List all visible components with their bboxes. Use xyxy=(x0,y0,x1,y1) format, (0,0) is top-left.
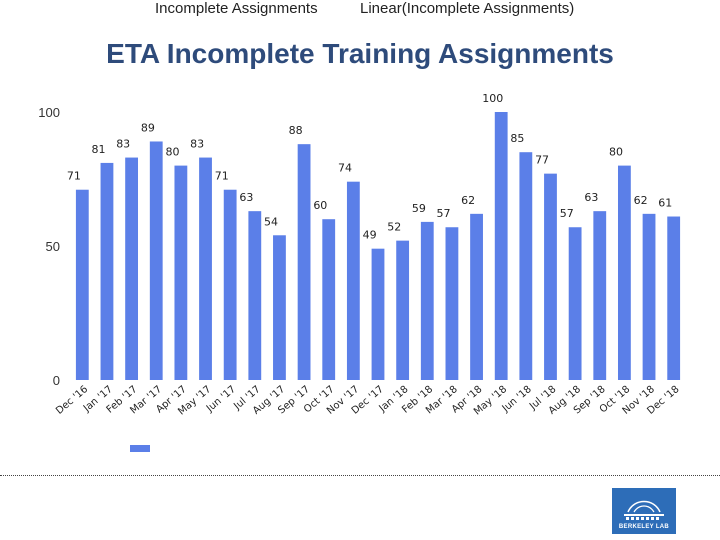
lab-building-icon xyxy=(624,500,664,520)
bar xyxy=(297,144,311,380)
data-label: 100 xyxy=(482,92,503,105)
bar xyxy=(248,211,262,380)
bar xyxy=(371,248,385,380)
bar xyxy=(617,165,631,380)
data-label: 52 xyxy=(387,221,401,234)
footer-divider xyxy=(0,475,720,476)
bar xyxy=(199,157,212,380)
bar xyxy=(642,213,656,380)
bar xyxy=(593,211,607,380)
chart-title: ETA Incomplete Training Assignments xyxy=(106,38,614,69)
bar xyxy=(544,173,557,380)
data-label: 81 xyxy=(92,143,106,156)
bar xyxy=(174,165,188,380)
x-tick-label: Dec '16 xyxy=(54,384,90,417)
bar xyxy=(273,235,286,380)
y-tick-label: 50 xyxy=(46,239,60,254)
legend-swatch-incomplete xyxy=(130,445,150,452)
data-label: 54 xyxy=(264,215,278,228)
logo-text: BERKELEY LAB xyxy=(618,524,670,530)
data-label: 71 xyxy=(215,170,229,183)
bar xyxy=(568,227,582,380)
data-label: 61 xyxy=(658,197,672,210)
data-label: 89 xyxy=(141,121,155,134)
data-label: 71 xyxy=(67,170,81,183)
y-tick-label: 0 xyxy=(53,373,60,388)
data-label: 83 xyxy=(116,138,130,151)
data-label: 63 xyxy=(239,191,253,204)
bar xyxy=(149,141,163,380)
legend-label-linear: Linear(Incomplete Assignments) xyxy=(360,0,575,17)
data-label: 80 xyxy=(609,146,623,159)
data-label: 74 xyxy=(338,162,352,175)
data-label: 57 xyxy=(437,207,451,220)
bar xyxy=(494,112,508,380)
data-label: 57 xyxy=(560,207,574,220)
bar xyxy=(125,157,139,380)
data-label: 83 xyxy=(190,138,204,151)
data-label: 63 xyxy=(584,191,598,204)
data-label: 62 xyxy=(634,194,648,207)
bar xyxy=(346,181,360,380)
berkeley-lab-logo: BERKELEY LAB xyxy=(612,488,676,534)
data-label: 62 xyxy=(461,194,475,207)
data-label: 59 xyxy=(412,202,426,215)
bar xyxy=(322,219,336,380)
bar xyxy=(75,189,89,380)
bar xyxy=(470,213,483,380)
bar xyxy=(445,227,459,380)
bar xyxy=(100,162,114,380)
data-label: 77 xyxy=(535,154,549,167)
bar xyxy=(667,216,681,380)
data-label: 88 xyxy=(289,124,303,137)
data-label: 49 xyxy=(363,229,377,242)
y-tick-label: 100 xyxy=(38,105,60,120)
bar xyxy=(223,189,237,380)
bar xyxy=(519,152,533,380)
bar xyxy=(420,221,434,380)
legend-label-incomplete: Incomplete Assignments xyxy=(155,0,318,17)
bar xyxy=(396,240,410,380)
data-label: 80 xyxy=(165,146,179,159)
data-label: 85 xyxy=(510,132,524,145)
data-label: 60 xyxy=(313,199,327,212)
